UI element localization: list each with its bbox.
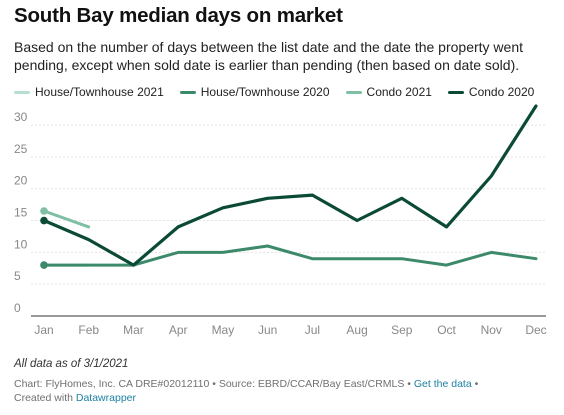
legend-swatch — [179, 90, 196, 94]
x-tick-label: Jan — [34, 323, 53, 337]
x-tick-label: Oct — [437, 323, 456, 337]
series-start-point-condo-2021 — [40, 207, 48, 215]
legend-swatch — [14, 90, 30, 94]
legend-swatch — [447, 90, 464, 94]
legend-swatch — [345, 90, 362, 94]
x-tick-label: Aug — [346, 323, 367, 337]
legend: House/Townhouse 2021 House/Townhouse 2020… — [14, 85, 550, 99]
chart-footer: Chart: FlyHomes, Inc. CA DRE#02012110 • … — [14, 377, 554, 405]
x-tick-labels: Jan Feb Mar Apr May Jun Jul Aug Sep Oct Nov Dec — [34, 323, 546, 337]
x-tick-label: Jul — [305, 323, 320, 337]
y-tick-label: 30 — [14, 110, 28, 124]
x-tick-label: Dec — [525, 323, 546, 337]
chart-title: South Bay median days on market — [14, 4, 343, 27]
legend-label: House/Townhouse 2021 — [35, 85, 164, 99]
y-tick-label: 10 — [14, 237, 28, 251]
y-tick-label: 25 — [14, 142, 28, 156]
series-start-point-house-townhouse-2020 — [40, 261, 48, 269]
y-tick-label: 5 — [14, 269, 21, 283]
legend-item-condo-2020: Condo 2020 — [447, 85, 535, 99]
series-start-point-condo-2020 — [40, 216, 48, 225]
y-tick-label: 15 — [14, 206, 28, 220]
legend-item-house-townhouse-2020: House/Townhouse 2020 — [179, 85, 330, 99]
x-tick-label: Mar — [123, 323, 144, 337]
chart-subtitle: Based on the number of days between the … — [14, 39, 524, 73]
legend-label: Condo 2020 — [468, 85, 535, 99]
source-credit: Chart: FlyHomes, Inc. CA DRE#02012110 • … — [14, 378, 414, 390]
data-note: All data as of 3/1/2021 — [14, 358, 129, 370]
y-tick-label: 20 — [14, 174, 28, 188]
series-line-condo-2020 — [42, 104, 538, 267]
legend-label: Condo 2021 — [366, 85, 432, 99]
y-tick-labels: 0 5 10 15 20 25 30 — [14, 110, 28, 315]
grid-layer — [31, 124, 546, 317]
legend-item-house-townhouse-2021: House/Townhouse 2021 — [14, 85, 164, 99]
y-tick-label: 0 — [14, 301, 21, 315]
x-tick-label: Feb — [78, 323, 99, 337]
x-tick-label: May — [212, 323, 235, 337]
x-tick-label: Sep — [391, 323, 413, 337]
get-the-data-link[interactable]: Get the data — [413, 378, 472, 390]
x-tick-label: Apr — [169, 323, 188, 337]
x-tick-label: Jun — [258, 323, 277, 337]
series-line-condo-2021 — [42, 209, 91, 229]
legend-label: House/Townhouse 2020 — [200, 85, 330, 99]
legend-item-condo-2021: Condo 2021 — [345, 85, 432, 99]
footer-bullet: • — [471, 378, 479, 390]
series-layer — [40, 104, 538, 269]
series-line-house-townhouse-2020 — [42, 244, 538, 267]
created-with-label: Created with — [14, 392, 76, 404]
datawrapper-link[interactable]: Datawrapper — [75, 392, 136, 404]
x-tick-label: Nov — [481, 323, 502, 337]
